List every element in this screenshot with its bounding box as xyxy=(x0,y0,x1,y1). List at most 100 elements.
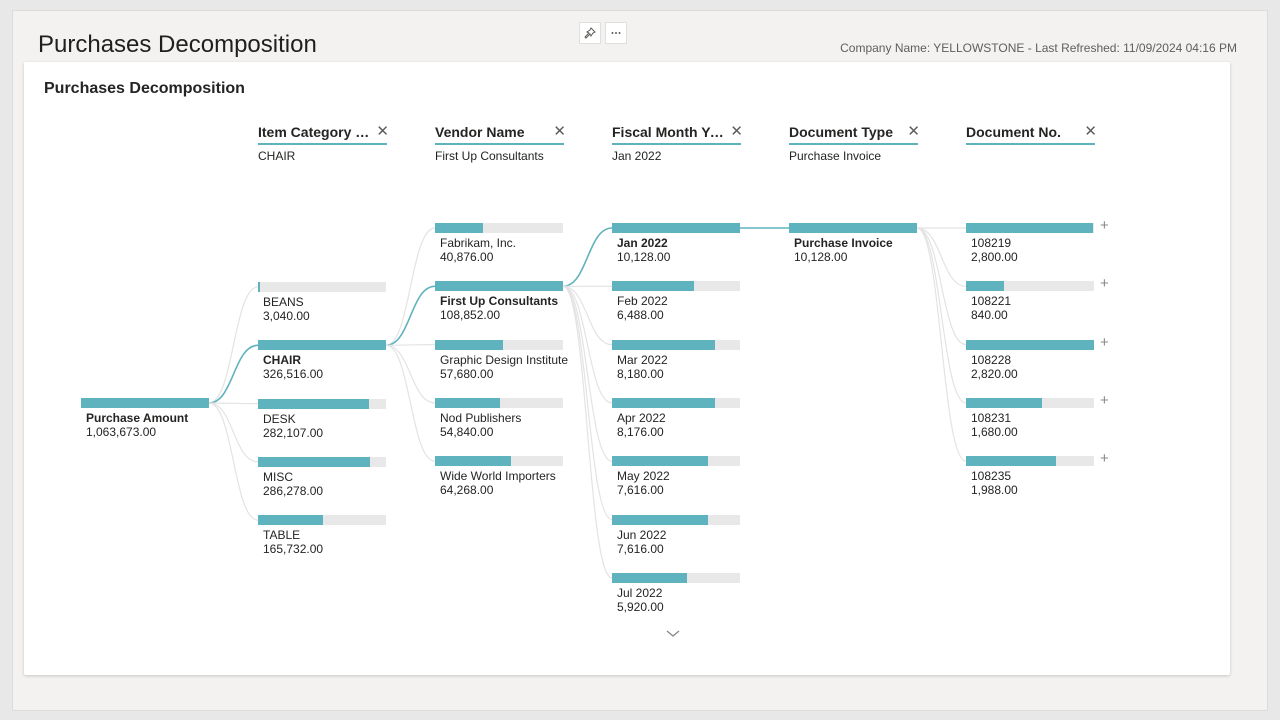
node-label: Graphic Design Institute xyxy=(440,352,569,367)
bar-fill xyxy=(258,282,260,292)
node-label: DESK xyxy=(263,411,296,426)
node-value: 8,176.00 xyxy=(617,424,664,439)
node-value: 165,732.00 xyxy=(263,542,324,557)
expand-plus-icon[interactable]: + xyxy=(1100,450,1109,468)
bar-fill xyxy=(789,223,917,233)
node-value: 54,840.00 xyxy=(440,424,494,439)
node-value: 64,268.00 xyxy=(440,483,494,498)
expand-plus-icon[interactable]: + xyxy=(1100,217,1109,234)
node-label: Nod Publishers xyxy=(440,410,522,425)
node-value: 2,800.00 xyxy=(971,250,1018,264)
level-header-name: Fiscal Month Year xyxy=(612,124,724,140)
bar-fill xyxy=(258,515,324,526)
node-value: 40,876.00 xyxy=(440,250,494,264)
bar-fill xyxy=(435,223,484,233)
visual-title: Purchases Decomposition xyxy=(44,80,245,97)
node-label: Jan 2022 xyxy=(617,236,668,250)
node-label: CHAIR xyxy=(263,353,301,368)
chevron-down-icon[interactable] xyxy=(664,625,682,643)
node-value: 1,063,673.00 xyxy=(86,425,157,439)
node-value: 286,278.00 xyxy=(263,483,324,498)
level-header-name: Item Category C... xyxy=(258,124,370,140)
bar-fill xyxy=(612,572,687,583)
bar-fill xyxy=(612,281,695,292)
node-value: 2,820.00 xyxy=(971,366,1018,381)
bar-track xyxy=(966,281,1094,292)
bar-fill xyxy=(435,339,503,350)
node-label: Wide World Importers xyxy=(440,469,556,484)
close-icon[interactable]: ✕ xyxy=(730,123,743,140)
bar-fill xyxy=(258,456,371,467)
bar-fill xyxy=(966,397,1043,408)
node-value: 3,040.00 xyxy=(263,309,310,323)
expand-plus-icon[interactable]: + xyxy=(1100,391,1109,409)
close-icon[interactable]: ✕ xyxy=(376,123,389,140)
level-header-name: Document Type xyxy=(789,124,893,140)
node-label: Jul 2022 xyxy=(617,585,663,600)
node-label: First Up Consultants xyxy=(440,294,559,309)
level-filter-value: Jan 2022 xyxy=(612,149,662,163)
node-label: Purchase Amount xyxy=(86,411,189,425)
bar-fill xyxy=(966,281,1005,292)
node-value: 326,516.00 xyxy=(263,367,324,382)
node-value: 108,852.00 xyxy=(440,308,501,323)
bar-fill xyxy=(435,281,563,292)
level-header-name: Document No. xyxy=(966,124,1061,140)
bar-fill xyxy=(966,456,1057,467)
node-label: 108221 xyxy=(971,294,1012,309)
bar-fill xyxy=(435,456,511,467)
node-label: Feb 2022 xyxy=(617,294,668,309)
node-value: 57,680.00 xyxy=(440,366,494,381)
node-value: 5,920.00 xyxy=(617,599,664,614)
node-label: May 2022 xyxy=(617,469,670,484)
expand-plus-icon[interactable]: + xyxy=(1100,333,1109,351)
visual-toolbar xyxy=(579,22,627,44)
close-icon[interactable]: ✕ xyxy=(907,123,920,140)
node-label: Purchase Invoice xyxy=(794,236,893,250)
node-label: 108219 xyxy=(971,236,1012,250)
node-value: 1,680.00 xyxy=(971,424,1018,439)
more-options-icon[interactable] xyxy=(605,22,627,44)
bar-fill xyxy=(258,398,369,409)
node-label: Apr 2022 xyxy=(617,410,666,425)
bar-fill xyxy=(966,339,1094,350)
node-value: 840.00 xyxy=(971,308,1008,323)
bar-fill xyxy=(612,456,709,467)
close-icon[interactable]: ✕ xyxy=(1084,123,1097,140)
bar-fill xyxy=(612,397,716,408)
bar-track xyxy=(435,223,563,233)
bar-fill xyxy=(612,339,716,350)
level-header[interactable]: Item Category C... ✕ xyxy=(258,122,389,145)
close-icon[interactable]: ✕ xyxy=(553,123,566,140)
level-header[interactable]: Fiscal Month Year ✕ xyxy=(612,122,743,145)
level-header[interactable]: Document No. ✕ xyxy=(966,122,1097,145)
level-header[interactable]: Document Type ✕ xyxy=(789,122,920,145)
node-label: TABLE xyxy=(263,528,301,543)
level-header[interactable]: Vendor Name ✕ xyxy=(435,122,566,145)
company-refresh-info: Company Name: YELLOWSTONE - Last Refresh… xyxy=(840,41,1237,55)
node-value: 6,488.00 xyxy=(617,308,664,323)
bar-fill xyxy=(435,397,500,408)
level-header-name: Vendor Name xyxy=(435,124,525,140)
node-value: 10,128.00 xyxy=(617,250,671,264)
node-value: 10,128.00 xyxy=(794,250,848,264)
bar-fill xyxy=(612,514,709,525)
bar-fill xyxy=(81,398,209,408)
node-label: Fabrikam, Inc. xyxy=(440,236,517,250)
page-title: Purchases Decomposition xyxy=(38,31,317,58)
bar-fill xyxy=(966,223,1094,233)
bar-fill xyxy=(258,340,386,351)
node-value: 7,616.00 xyxy=(617,541,664,556)
node-value: 282,107.00 xyxy=(263,425,324,440)
node-label: 108228 xyxy=(971,352,1012,367)
node-label: 108231 xyxy=(971,410,1012,425)
expand-plus-icon[interactable]: + xyxy=(1100,275,1109,293)
pin-icon[interactable] xyxy=(579,22,601,44)
bar-track xyxy=(258,282,386,292)
node-value: 1,988.00 xyxy=(971,483,1018,498)
node-label: Jun 2022 xyxy=(617,527,667,542)
node-label: Mar 2022 xyxy=(617,352,668,367)
level-filter-value: Purchase Invoice xyxy=(789,149,882,163)
level-filter-value: First Up Consultants xyxy=(435,149,544,163)
bar-fill xyxy=(612,223,740,233)
